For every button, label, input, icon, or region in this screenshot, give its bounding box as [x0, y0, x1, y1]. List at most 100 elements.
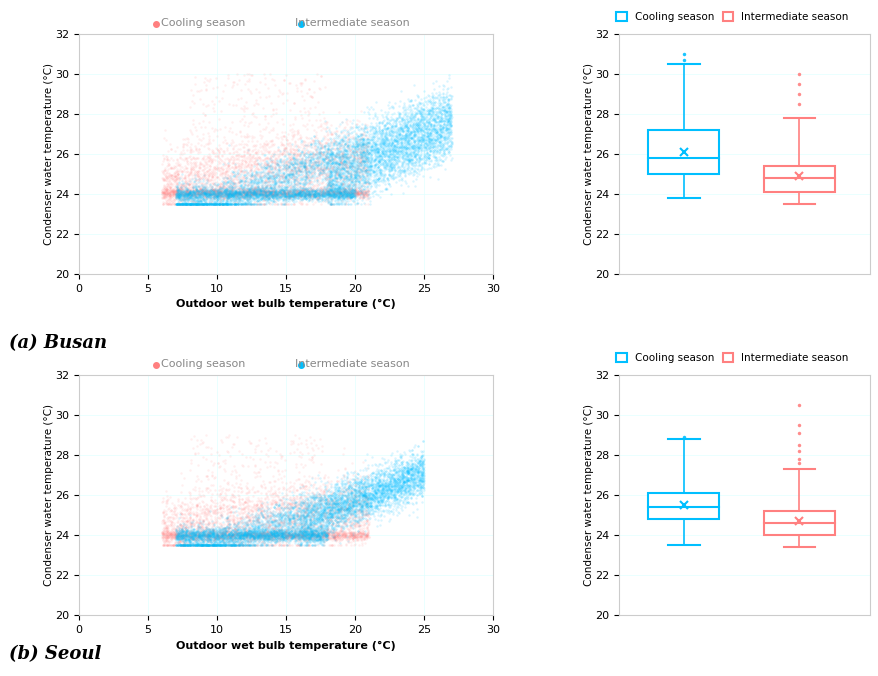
Point: [170, 192, 184, 203]
Point: [241, 187, 255, 198]
Point: [343, 189, 357, 199]
Point: [419, 131, 433, 142]
Point: [334, 527, 348, 538]
Point: [349, 170, 363, 180]
Point: [389, 141, 403, 152]
Point: [372, 496, 386, 507]
Point: [389, 468, 403, 479]
Point: [407, 121, 421, 132]
Point: [211, 189, 225, 199]
Point: [301, 83, 315, 94]
Point: [328, 500, 342, 511]
Point: [255, 521, 269, 532]
Point: [379, 122, 393, 133]
Point: [282, 537, 296, 548]
Point: [320, 173, 335, 184]
Point: [190, 527, 204, 537]
Point: [411, 125, 425, 136]
Point: [346, 130, 360, 141]
Point: [299, 502, 313, 513]
Point: [241, 191, 255, 201]
Point: [356, 485, 371, 496]
Point: [353, 180, 367, 191]
Point: [385, 130, 399, 141]
Point: [226, 491, 240, 502]
Point: [179, 175, 193, 186]
Point: [349, 171, 363, 182]
Point: [218, 199, 232, 210]
Point: [410, 168, 424, 178]
Point: [236, 198, 250, 209]
Point: [227, 529, 241, 539]
Point: [335, 476, 349, 487]
Point: [198, 199, 212, 210]
Point: [209, 539, 223, 550]
Point: [256, 194, 270, 205]
Point: [385, 147, 399, 158]
Point: [248, 190, 262, 201]
Point: [229, 539, 243, 550]
Point: [175, 526, 189, 537]
Point: [191, 528, 205, 539]
Point: [251, 189, 265, 199]
Point: [265, 195, 279, 206]
Point: [231, 192, 245, 203]
Point: [332, 178, 346, 189]
Point: [241, 195, 255, 206]
Point: [432, 145, 446, 155]
Point: [335, 160, 349, 170]
Point: [213, 527, 227, 538]
Point: [208, 532, 222, 543]
Point: [323, 513, 337, 524]
Point: [330, 158, 344, 168]
Point: [306, 191, 320, 201]
Point: [272, 525, 286, 535]
Point: [299, 171, 313, 182]
Point: [337, 183, 351, 194]
Point: [196, 185, 210, 196]
Point: [413, 455, 427, 466]
Point: [432, 124, 446, 135]
Point: [334, 154, 348, 165]
Point: [197, 186, 211, 197]
Point: [195, 199, 209, 210]
Point: [208, 539, 222, 550]
Point: [185, 531, 199, 541]
Point: [213, 529, 227, 540]
Point: [188, 535, 202, 546]
Point: [349, 185, 363, 196]
Point: [361, 189, 375, 199]
Point: [299, 525, 313, 536]
Point: [329, 149, 343, 160]
Point: [291, 187, 306, 198]
Point: [327, 532, 341, 543]
Point: [358, 176, 372, 187]
Point: [165, 523, 179, 534]
Point: [295, 191, 309, 202]
Point: [304, 507, 318, 518]
Point: [257, 522, 271, 533]
Point: [214, 188, 228, 199]
Point: [176, 187, 190, 197]
Point: [271, 185, 285, 196]
Point: [187, 185, 201, 195]
Point: [250, 523, 264, 533]
Point: [220, 189, 234, 200]
Point: [297, 518, 311, 529]
Point: [164, 191, 178, 202]
Point: [285, 531, 299, 541]
Point: [334, 178, 348, 189]
Point: [400, 135, 414, 146]
Point: [325, 176, 339, 187]
Point: [188, 539, 202, 550]
Point: [260, 491, 274, 502]
Point: [219, 167, 233, 178]
Point: [339, 502, 353, 513]
Point: [332, 147, 346, 158]
Point: [197, 170, 211, 180]
Point: [246, 189, 260, 199]
Point: [363, 124, 378, 135]
Point: [345, 497, 359, 508]
Point: [201, 190, 215, 201]
Point: [344, 184, 358, 195]
